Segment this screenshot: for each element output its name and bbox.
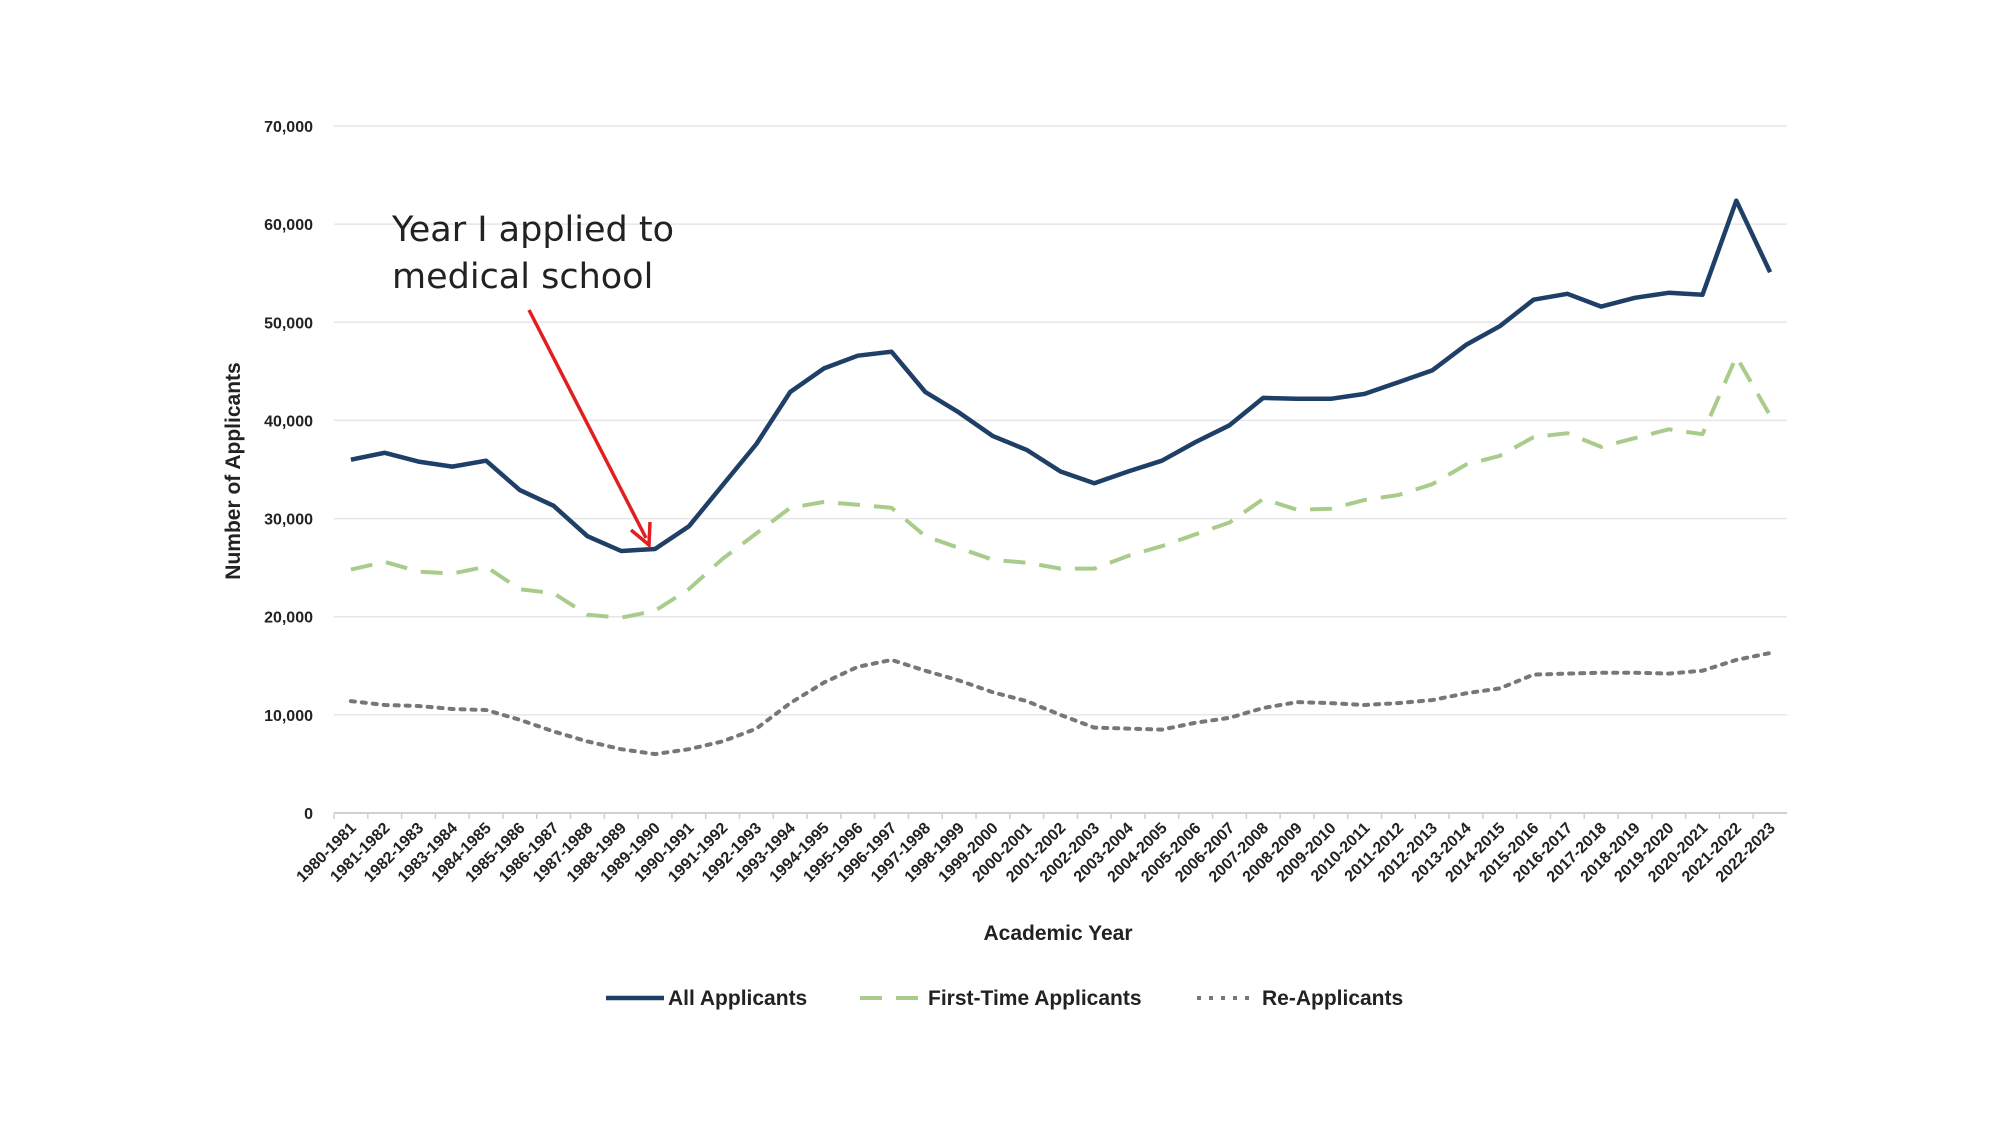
- annotation-arrowhead: [629, 521, 652, 549]
- legend-label: All Applicants: [668, 987, 807, 1010]
- annotation-text-line2: medical school: [392, 257, 653, 297]
- series-line-re-applicants: [348, 651, 1773, 757]
- y-axis-title: Number of Applicants: [222, 362, 245, 579]
- y-tick-label: 0: [304, 806, 313, 823]
- legend: All Applicants First-Time Applicants Re-Ap…: [606, 987, 1403, 1010]
- legend-label: Re-Applicants: [1262, 987, 1403, 1010]
- y-tick-label: 10,000: [264, 708, 313, 725]
- annotation: Year I applied to medical school: [391, 210, 674, 549]
- legend-label: First-Time Applicants: [928, 987, 1142, 1010]
- y-tick-label: 30,000: [264, 512, 313, 529]
- y-tick-label: 20,000: [264, 610, 313, 627]
- series-line-all-applicants: [350, 198, 1773, 554]
- y-tick-label: 50,000: [264, 315, 313, 332]
- y-tick-label: 70,000: [264, 119, 313, 136]
- series-line-first-time-applicants: [350, 354, 1772, 620]
- y-tick-label: 40,000: [264, 413, 313, 430]
- annotation-arrow: [527, 309, 648, 539]
- x-axis-title: Academic Year: [983, 922, 1132, 945]
- y-tick-label: 60,000: [264, 217, 313, 234]
- annotation-text-line1: Year I applied to: [391, 210, 674, 250]
